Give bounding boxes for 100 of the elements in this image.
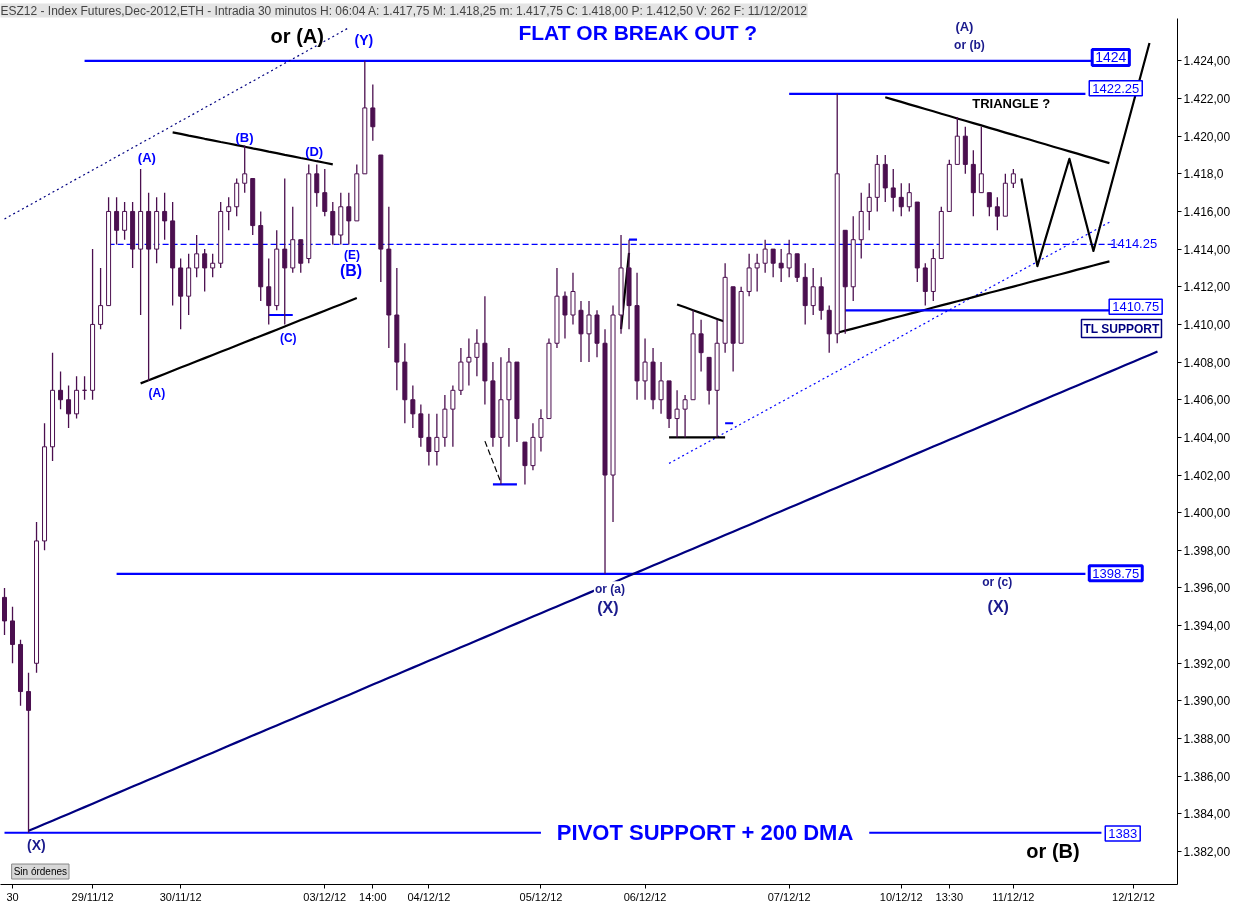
candlestick (202, 248, 208, 293)
candlestick (314, 163, 320, 208)
chart-title: ESZ12 - Index Futures,Dec-2012,ETH - Intradia 30 minutos H: 06:04 A: 1.417,75 M: 1.418,25 m: 1.417,75 C: 1.418,00 P: 1.412,50 V: 262 F: 11/12/2012 (0, 3, 808, 18)
annotation: (A) (137, 149, 156, 165)
x-tick-label: 03/12/12 (303, 890, 347, 903)
y-tick-label: 1.408,00 (1183, 355, 1231, 370)
series-label: PIVOT SUPPORT + 200 DMA (556, 820, 854, 846)
candlestick (586, 300, 592, 363)
candlestick (578, 300, 584, 363)
annotation: or (c) (982, 575, 1013, 590)
y-tick-label: 1.398,00 (1183, 543, 1231, 558)
y-tick-label: 1.416,00 (1183, 204, 1231, 219)
x-tick-label: 29/11/12 (71, 890, 114, 903)
candlestick (994, 196, 1000, 231)
candlestick (210, 253, 216, 279)
annotation: or (b) (954, 38, 985, 53)
candlestick (538, 408, 544, 453)
candlestick (322, 168, 328, 217)
candlestick (866, 182, 872, 231)
candlestick (698, 319, 704, 373)
annotation: (X) (987, 597, 1009, 615)
annotation: (D) (305, 143, 324, 159)
candlestick (570, 272, 576, 326)
candlestick (922, 262, 928, 307)
candlestick (450, 384, 456, 448)
annotation: Sin órdenes (13, 866, 68, 878)
y-tick-label: 1.424,00 (1183, 54, 1231, 69)
line-series (3, 27, 350, 220)
candlestick (226, 196, 232, 231)
candlestick (242, 144, 248, 194)
candlestick (2, 587, 8, 636)
candlestick (434, 413, 440, 467)
candlestick (74, 375, 80, 420)
candlestick (754, 253, 760, 293)
candlestick (890, 168, 896, 213)
x-tick-label: 11/12/12 (992, 890, 1035, 903)
x-tick-label: 05/12/12 (519, 890, 563, 903)
candlestick (674, 389, 680, 439)
x-tick-label: 06/12/12 (623, 890, 667, 903)
candlestick (906, 182, 912, 213)
y-tick-label: 1.390,00 (1183, 694, 1231, 709)
annotation: or (B) (1026, 839, 1080, 862)
annotation: TRIANGLE ? (972, 95, 1051, 111)
candlestick (898, 182, 904, 217)
candlestick (786, 239, 792, 279)
candlestick (98, 267, 104, 330)
candlestick (746, 253, 752, 297)
candlestick (282, 177, 288, 326)
annotation: (B) (235, 129, 254, 145)
candlestick (826, 304, 832, 354)
candlestick (810, 267, 816, 316)
candlestick (66, 384, 72, 429)
candlestick (818, 276, 824, 321)
x-tick-label: 30 (6, 890, 19, 903)
candlestick (562, 290, 568, 340)
candlestick (642, 337, 648, 401)
y-tick-label: 1.384,00 (1183, 807, 1231, 822)
annotation: (X) (27, 836, 46, 853)
y-tick-label: 1.420,00 (1183, 129, 1231, 144)
x-tick-label: 07/12/12 (767, 890, 811, 903)
annotation: 1410.75 (1112, 299, 1160, 315)
candlestick (778, 248, 784, 283)
annotation: 1414.25 (1110, 236, 1158, 252)
candlestick (298, 239, 304, 274)
y-tick-label: 1.418,0 (1183, 167, 1224, 182)
x-tick-label: 10/12/12 (879, 890, 923, 903)
candlestick (10, 606, 16, 664)
y-tick-label: 1.410,00 (1183, 317, 1231, 332)
candlestick (1010, 168, 1016, 189)
series-label: TL SUPPORT (1083, 321, 1160, 336)
candlestick (794, 253, 800, 283)
y-tick-label: 1.394,00 (1183, 619, 1231, 634)
chart-subtitle: FLAT OR BREAK OUT ? (518, 20, 758, 44)
candlestick (58, 370, 64, 410)
x-tick-label: 30/11/12 (159, 890, 202, 903)
y-tick-label: 1.382,00 (1183, 845, 1231, 860)
y-tick-label: 1.396,00 (1183, 581, 1231, 596)
candlestick (522, 441, 528, 486)
annotation: (Y) (354, 32, 374, 49)
y-tick-label: 1.392,00 (1183, 656, 1231, 671)
y-tick-label: 1.406,00 (1183, 393, 1231, 408)
annotation: (A) (955, 18, 974, 34)
candlestick (474, 328, 480, 377)
annotation: (E) (344, 247, 361, 262)
x-tick-label: 13:30 (935, 890, 964, 903)
candlestick (658, 361, 664, 415)
annotation: 1383 (1108, 826, 1138, 842)
y-tick-label: 1.388,00 (1183, 732, 1231, 747)
candlestick (234, 177, 240, 217)
candlestick (114, 196, 120, 246)
y-tick-label: 1.414,00 (1183, 242, 1231, 257)
candlestick (770, 248, 776, 279)
annotation: 1424 (1095, 49, 1127, 66)
candlestick (762, 239, 768, 274)
candlestick (346, 191, 352, 246)
candlestick (162, 191, 168, 241)
annotation: (B) (339, 262, 363, 280)
candlestick (370, 83, 376, 142)
y-tick-label: 1.402,00 (1183, 468, 1231, 483)
candlestick (410, 384, 416, 429)
